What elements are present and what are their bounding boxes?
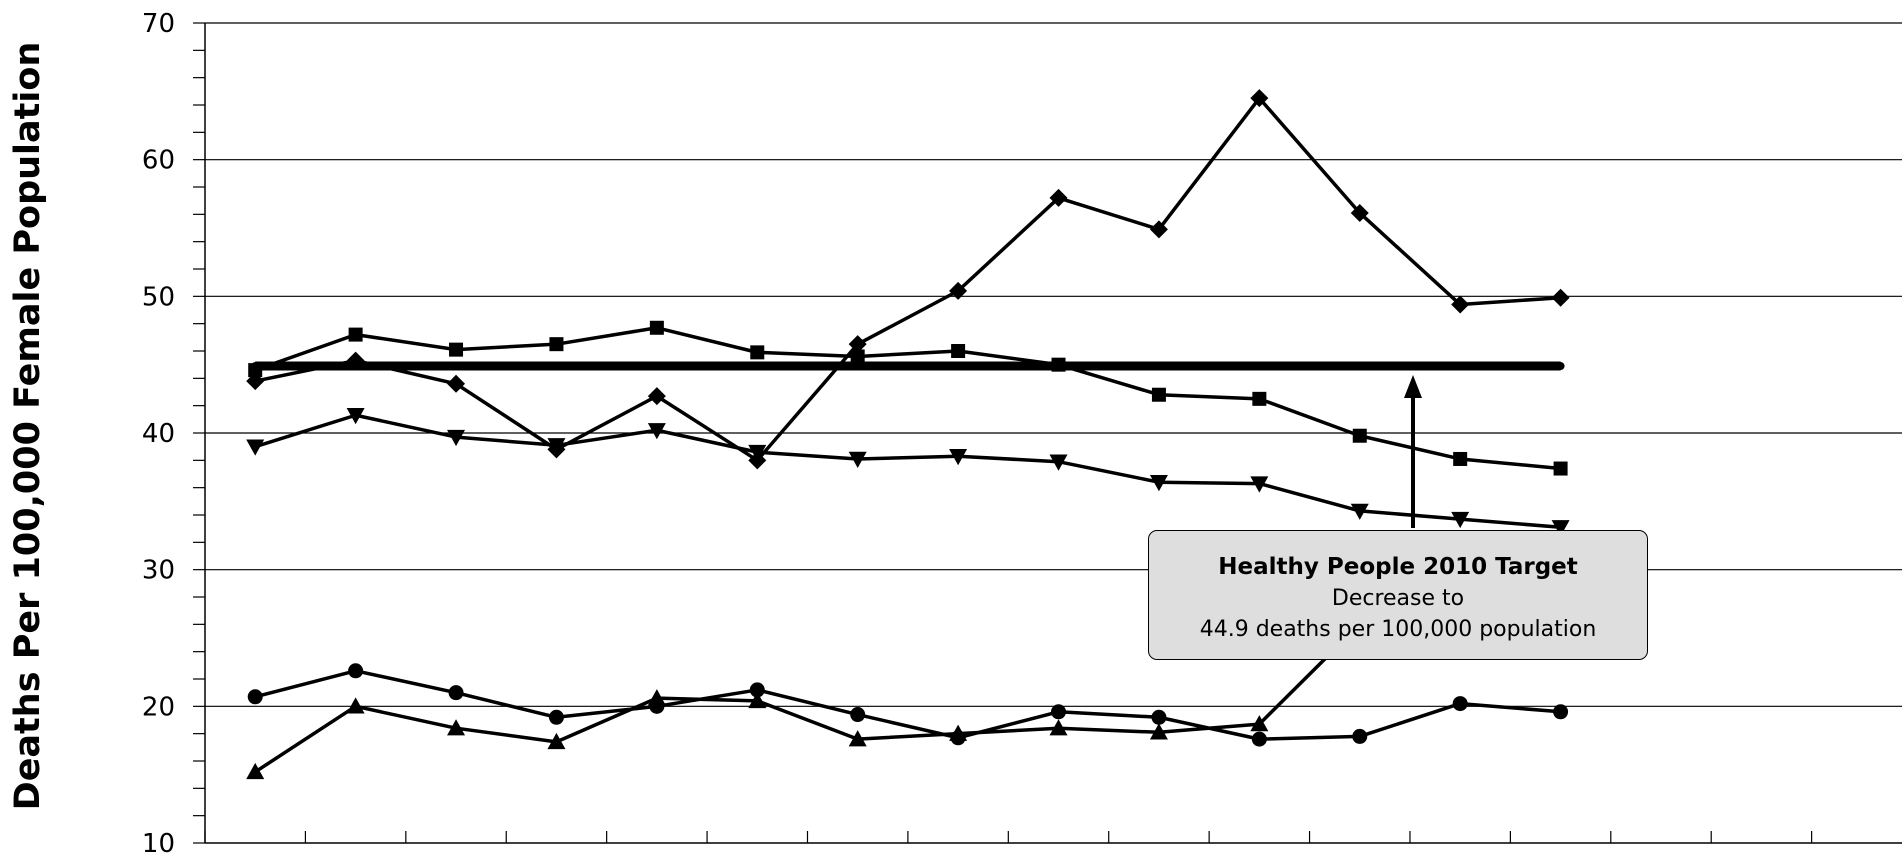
data-point-triangle-up (848, 730, 867, 747)
data-point-triangle-down (1149, 475, 1168, 492)
data-point-triangle-down (447, 429, 466, 447)
y-tick-label: 20 (142, 692, 175, 722)
data-point-triangle-up (1049, 719, 1068, 736)
data-point-dot (1154, 362, 1163, 371)
data-point-circle (1553, 704, 1569, 720)
callout-title: Healthy People 2010 Target (1218, 554, 1578, 580)
data-point-dot (452, 362, 461, 371)
data-point-square (750, 345, 765, 360)
data-point-diamond (1149, 220, 1168, 239)
data-point-square (348, 327, 363, 342)
data-point-circle (247, 689, 263, 705)
data-point-dot (1456, 362, 1465, 371)
y-tick-label: 40 (142, 419, 175, 449)
data-point-dot (853, 362, 862, 371)
y-tick-label: 60 (142, 146, 175, 176)
series-line-triangle-down (254, 413, 1561, 530)
data-point-diamond (1551, 288, 1570, 307)
data-point-triangle-down (1350, 503, 1369, 520)
data-point-diamond (1350, 203, 1369, 222)
y-tick-label: 10 (142, 829, 175, 853)
data-point-diamond (647, 387, 666, 406)
data-point-triangle-up (447, 719, 466, 736)
series-line-circle (254, 669, 1561, 741)
data-point-dot (652, 362, 661, 371)
y-tick-label: 50 (142, 282, 175, 312)
data-point-diamond (447, 374, 466, 393)
data-point-triangle-down (246, 439, 265, 456)
y-tick-label: 70 (142, 9, 175, 39)
data-point-square (1252, 391, 1267, 406)
data-point-circle (1151, 709, 1167, 725)
data-point-circle (1251, 731, 1267, 747)
data-point-triangle-up (1149, 723, 1168, 740)
data-point-dot (753, 362, 762, 371)
data-point-circle (348, 663, 364, 679)
data-point-triangle-down (647, 423, 666, 440)
data-point-circle (950, 730, 966, 746)
callout-line-1: Decrease to (1331, 586, 1465, 611)
data-point-triangle-up (748, 691, 767, 709)
data-point-triangle-down (1551, 520, 1570, 537)
data-point-triangle-down (1049, 454, 1068, 471)
data-point-triangle-up (547, 732, 566, 750)
data-point-diamond (346, 351, 365, 370)
data-point-triangle-down (346, 408, 365, 425)
series-line-square (254, 326, 1561, 471)
data-point-square (1553, 461, 1568, 476)
data-point-square (649, 320, 664, 335)
data-point-dot (1255, 362, 1264, 371)
callout-arrow-head (1404, 375, 1422, 398)
data-point-triangle-down (1250, 476, 1269, 493)
data-point-circle (649, 698, 665, 714)
data-point-circle (1352, 728, 1368, 744)
data-point-square (1151, 387, 1166, 402)
data-point-dot (1556, 362, 1565, 371)
callout-line-2: 44.9 deaths per 100,000 population (1199, 617, 1597, 642)
data-point-triangle-down (848, 451, 867, 468)
data-point-square (850, 349, 865, 364)
data-point-diamond (1451, 295, 1470, 314)
data-point-dot (1355, 362, 1364, 371)
data-point-square (248, 363, 263, 378)
data-point-triangle-up (1250, 715, 1269, 732)
data-point-square (1352, 428, 1367, 443)
data-point-circle (850, 707, 866, 723)
target-callout: Healthy People 2010 Target Decrease to 4… (1148, 530, 1648, 660)
data-point-square (1051, 357, 1066, 372)
data-point-triangle-down (547, 438, 566, 455)
data-point-circle (548, 709, 564, 725)
data-point-dot (552, 362, 561, 371)
data-point-diamond (949, 281, 968, 300)
data-point-square (449, 342, 464, 357)
data-point-triangle-up (346, 697, 365, 714)
data-point-diamond (1250, 89, 1269, 108)
y-tick-label: 30 (142, 556, 175, 586)
series-line-diamond (254, 96, 1561, 463)
data-point-circle (749, 682, 765, 698)
data-point-triangle-down (1451, 511, 1470, 529)
data-point-square (1453, 451, 1468, 466)
data-point-square (549, 337, 564, 352)
data-point-circle (1452, 696, 1468, 712)
data-point-triangle-down (949, 449, 968, 466)
data-point-diamond (848, 335, 867, 354)
data-point-dot (954, 362, 963, 371)
data-point-square (951, 344, 966, 358)
data-point-circle (1051, 704, 1067, 720)
data-point-diamond (1049, 188, 1068, 207)
data-point-triangle-up (246, 762, 265, 780)
data-point-circle (448, 685, 464, 701)
data-point-triangle-down (748, 444, 767, 462)
